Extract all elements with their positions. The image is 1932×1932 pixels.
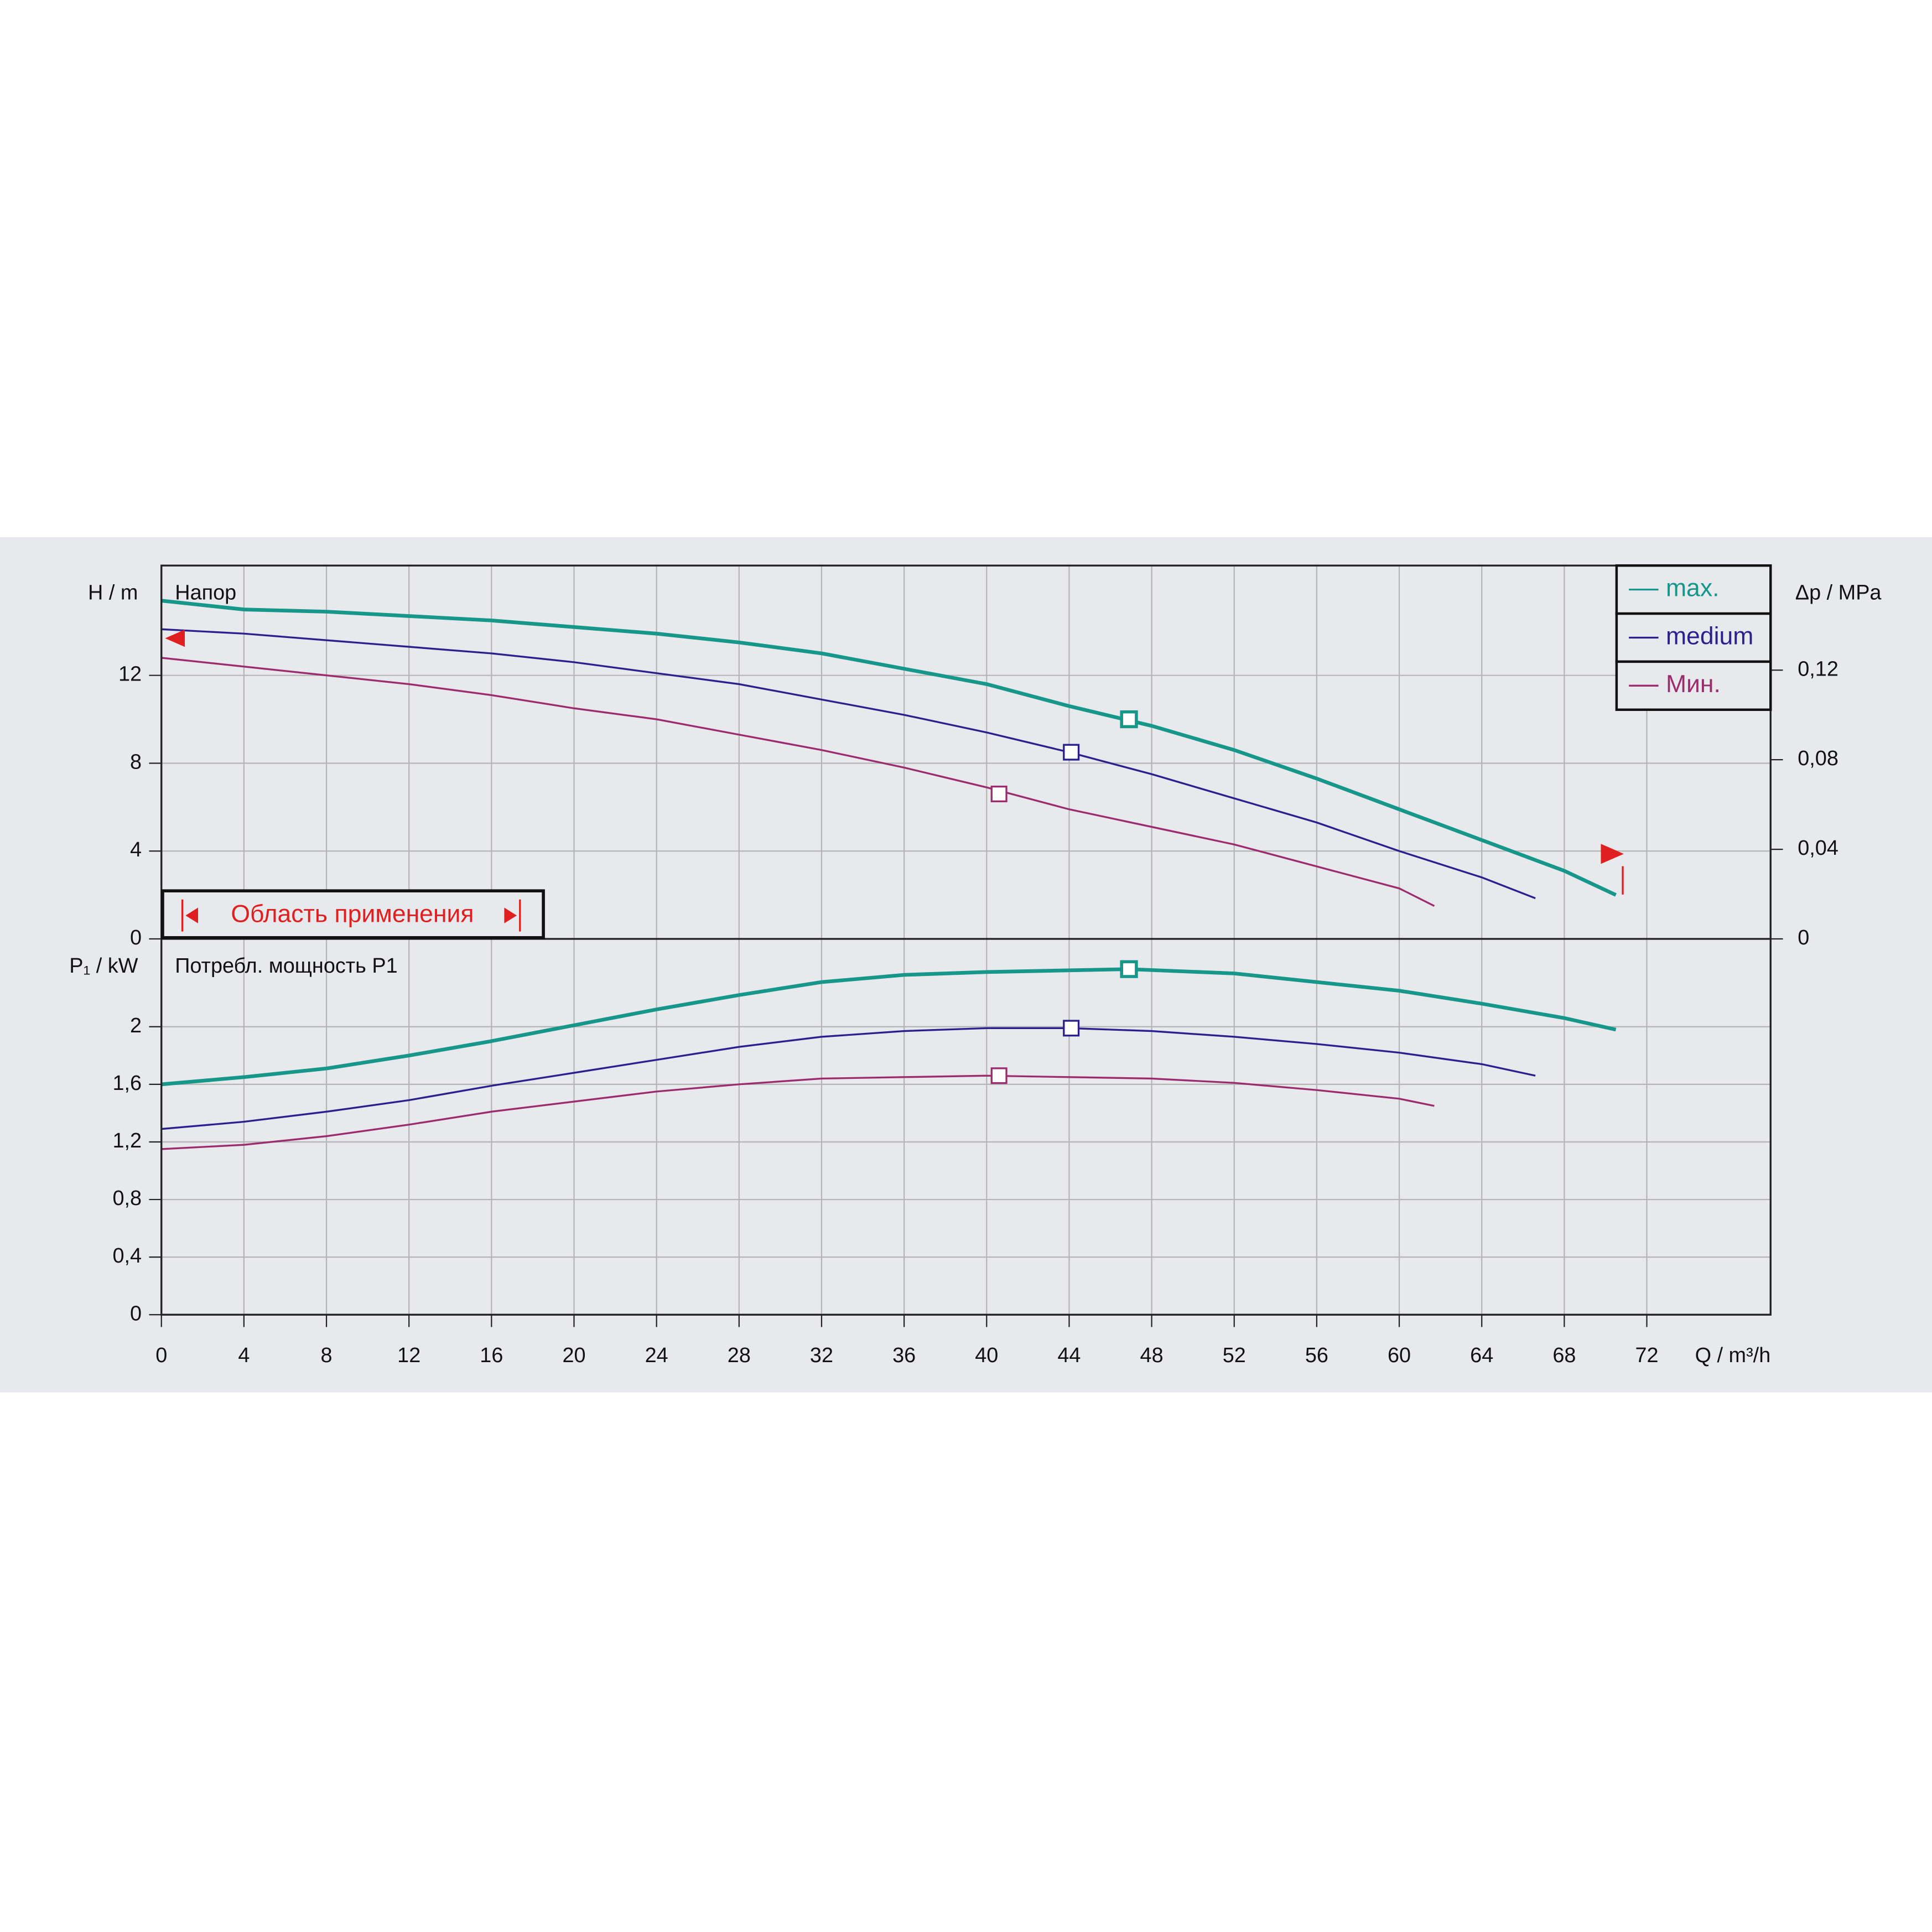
y2-tick-label: 0,04 [1798,837,1838,860]
x-tick-label: 4 [238,1344,250,1367]
x-tick-label: 28 [728,1344,751,1367]
range-marker [1601,844,1624,895]
x-tick-label: 52 [1223,1344,1246,1367]
x-axis-label: Q / m³/h [1695,1344,1771,1367]
duty-point [990,1067,1007,1084]
legend-label: medium [1666,622,1753,650]
x-tick-label: 36 [892,1344,916,1367]
y-tick-label: 0,8 [113,1187,142,1210]
y-axis-label: H / m [88,581,138,604]
y-tick-label: 1,2 [113,1129,142,1152]
y-tick-label: 2 [130,1014,142,1037]
range-arrows [181,899,521,932]
x-tick-label: 0 [155,1344,167,1367]
x-tick-label: 56 [1305,1344,1328,1367]
y-tick-label: 0,4 [113,1244,142,1268]
series-line [161,628,1536,900]
y-tick-label: 0 [130,926,142,949]
x-tick-label: 16 [480,1344,503,1367]
series-line [161,657,1435,907]
application-range: Область применения [161,889,545,939]
y-axis-label: P₁ / kW [69,954,138,978]
legend-label: Мин. [1666,671,1721,698]
x-tick-label: 68 [1552,1344,1576,1367]
x-tick-label: 44 [1057,1344,1081,1367]
duty-point [990,785,1007,803]
x-tick-label: 20 [562,1344,585,1367]
y2-tick-label: 0 [1798,926,1809,949]
x-tick-label: 32 [810,1344,833,1367]
chart-title: Потребл. мощность P1 [175,954,397,978]
curves [161,599,1617,1150]
range-box [161,889,545,939]
y-tick-label: 12 [118,663,142,686]
series-line [161,1027,1536,1130]
series-line [161,1074,1435,1150]
chart-title: Напор [175,581,236,604]
plot-frame [160,564,1772,1316]
duty-point [1063,1020,1080,1037]
legend: max. medium Мин. [1615,564,1772,711]
x-tick-label: 40 [975,1344,998,1367]
y-tick-label: 8 [130,750,142,773]
y2-axis-label: Δp / MPa [1795,581,1882,604]
y-tick-label: 1,6 [113,1072,142,1095]
duty-point [1120,710,1138,729]
y-tick-label: 4 [130,838,142,861]
x-tick-label: 24 [645,1344,668,1367]
x-tick-label: 72 [1635,1344,1658,1367]
duty-point [1120,960,1138,978]
legend-label: max. [1666,574,1720,601]
x-tick-label: 64 [1470,1344,1493,1367]
y-tick-label: 0 [130,1302,142,1325]
y2-tick-label: 0,12 [1798,657,1838,681]
x-tick-label: 8 [321,1344,333,1367]
range-label: Область применения [231,900,474,927]
series-line [161,599,1617,897]
x-tick-label: 48 [1140,1344,1164,1367]
x-tick-label: 12 [397,1344,420,1367]
y2-tick-label: 0,08 [1798,747,1838,770]
x-tick-label: 60 [1388,1344,1411,1367]
duty-point [1063,744,1080,761]
series-line [161,967,1617,1087]
range-marker [165,630,185,647]
